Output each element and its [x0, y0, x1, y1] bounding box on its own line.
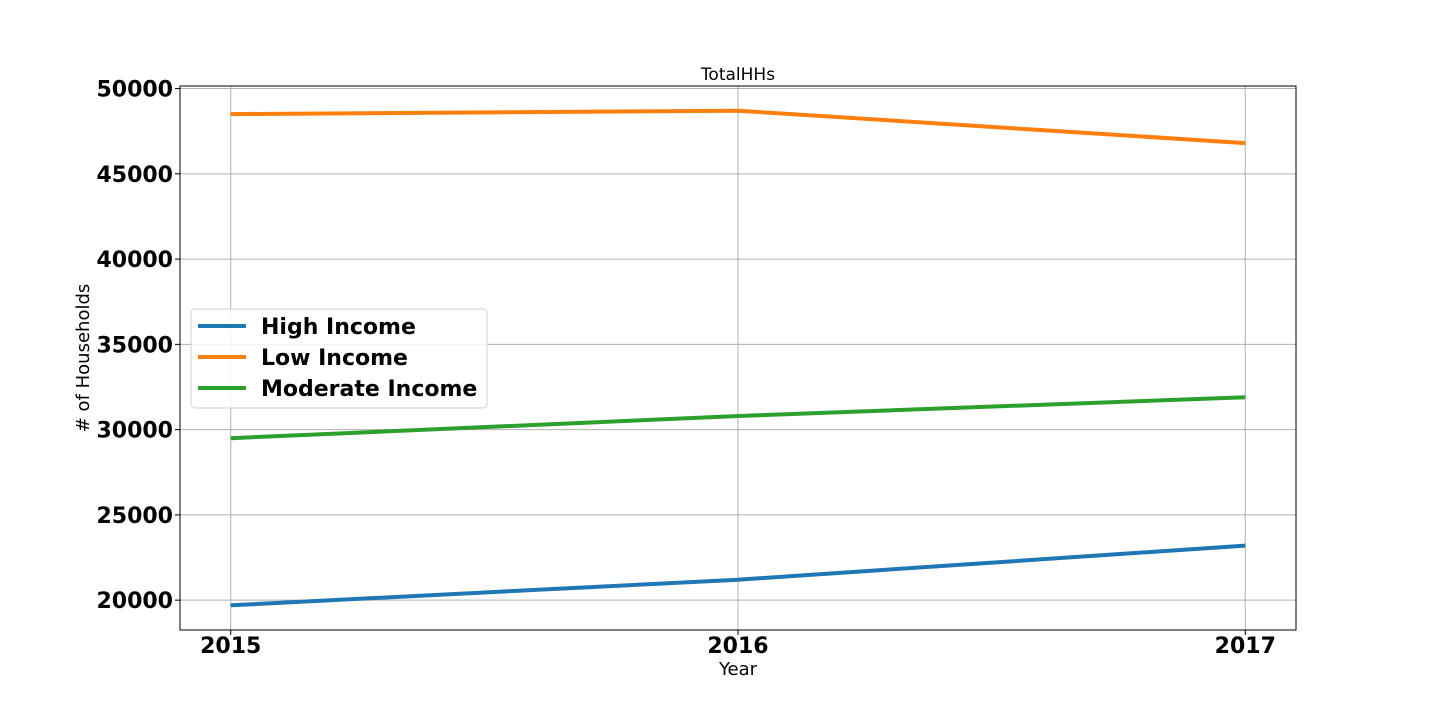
x-tick-label: 2017 [1215, 634, 1276, 659]
legend-label-high-income: High Income [261, 315, 416, 340]
chart-title: TotalHHs [700, 65, 775, 85]
legend-frame [190, 308, 488, 409]
x-axis-title: Year [718, 659, 758, 680]
x-tick-label: 2016 [707, 634, 768, 659]
y-tick-label: 20000 [96, 589, 173, 614]
y-axis-title: # of Households [73, 284, 94, 433]
legend-label-low-income: Low Income [261, 346, 408, 371]
y-tick-label: 45000 [96, 163, 173, 188]
legend-label-moderate-income: Moderate Income [261, 377, 477, 402]
series-line-low-income [230, 108, 1246, 146]
y-tick-label: 50000 [96, 78, 173, 103]
y-tick-label: 35000 [96, 333, 173, 358]
axis-ticks: 2015 2016 2017 20000 25000 30000 35000 40000 450… [96, 78, 1275, 659]
y-tick-label: 40000 [96, 248, 173, 273]
y-tick-label: 30000 [96, 419, 173, 444]
y-tick-label: 25000 [96, 504, 173, 529]
x-tick-label: 2015 [200, 634, 261, 659]
legend: High Income Low Income Moderate Income [190, 308, 488, 409]
series-line-moderate-income [230, 395, 1246, 441]
series-lines [230, 108, 1246, 608]
series-line-high-income [230, 543, 1246, 608]
